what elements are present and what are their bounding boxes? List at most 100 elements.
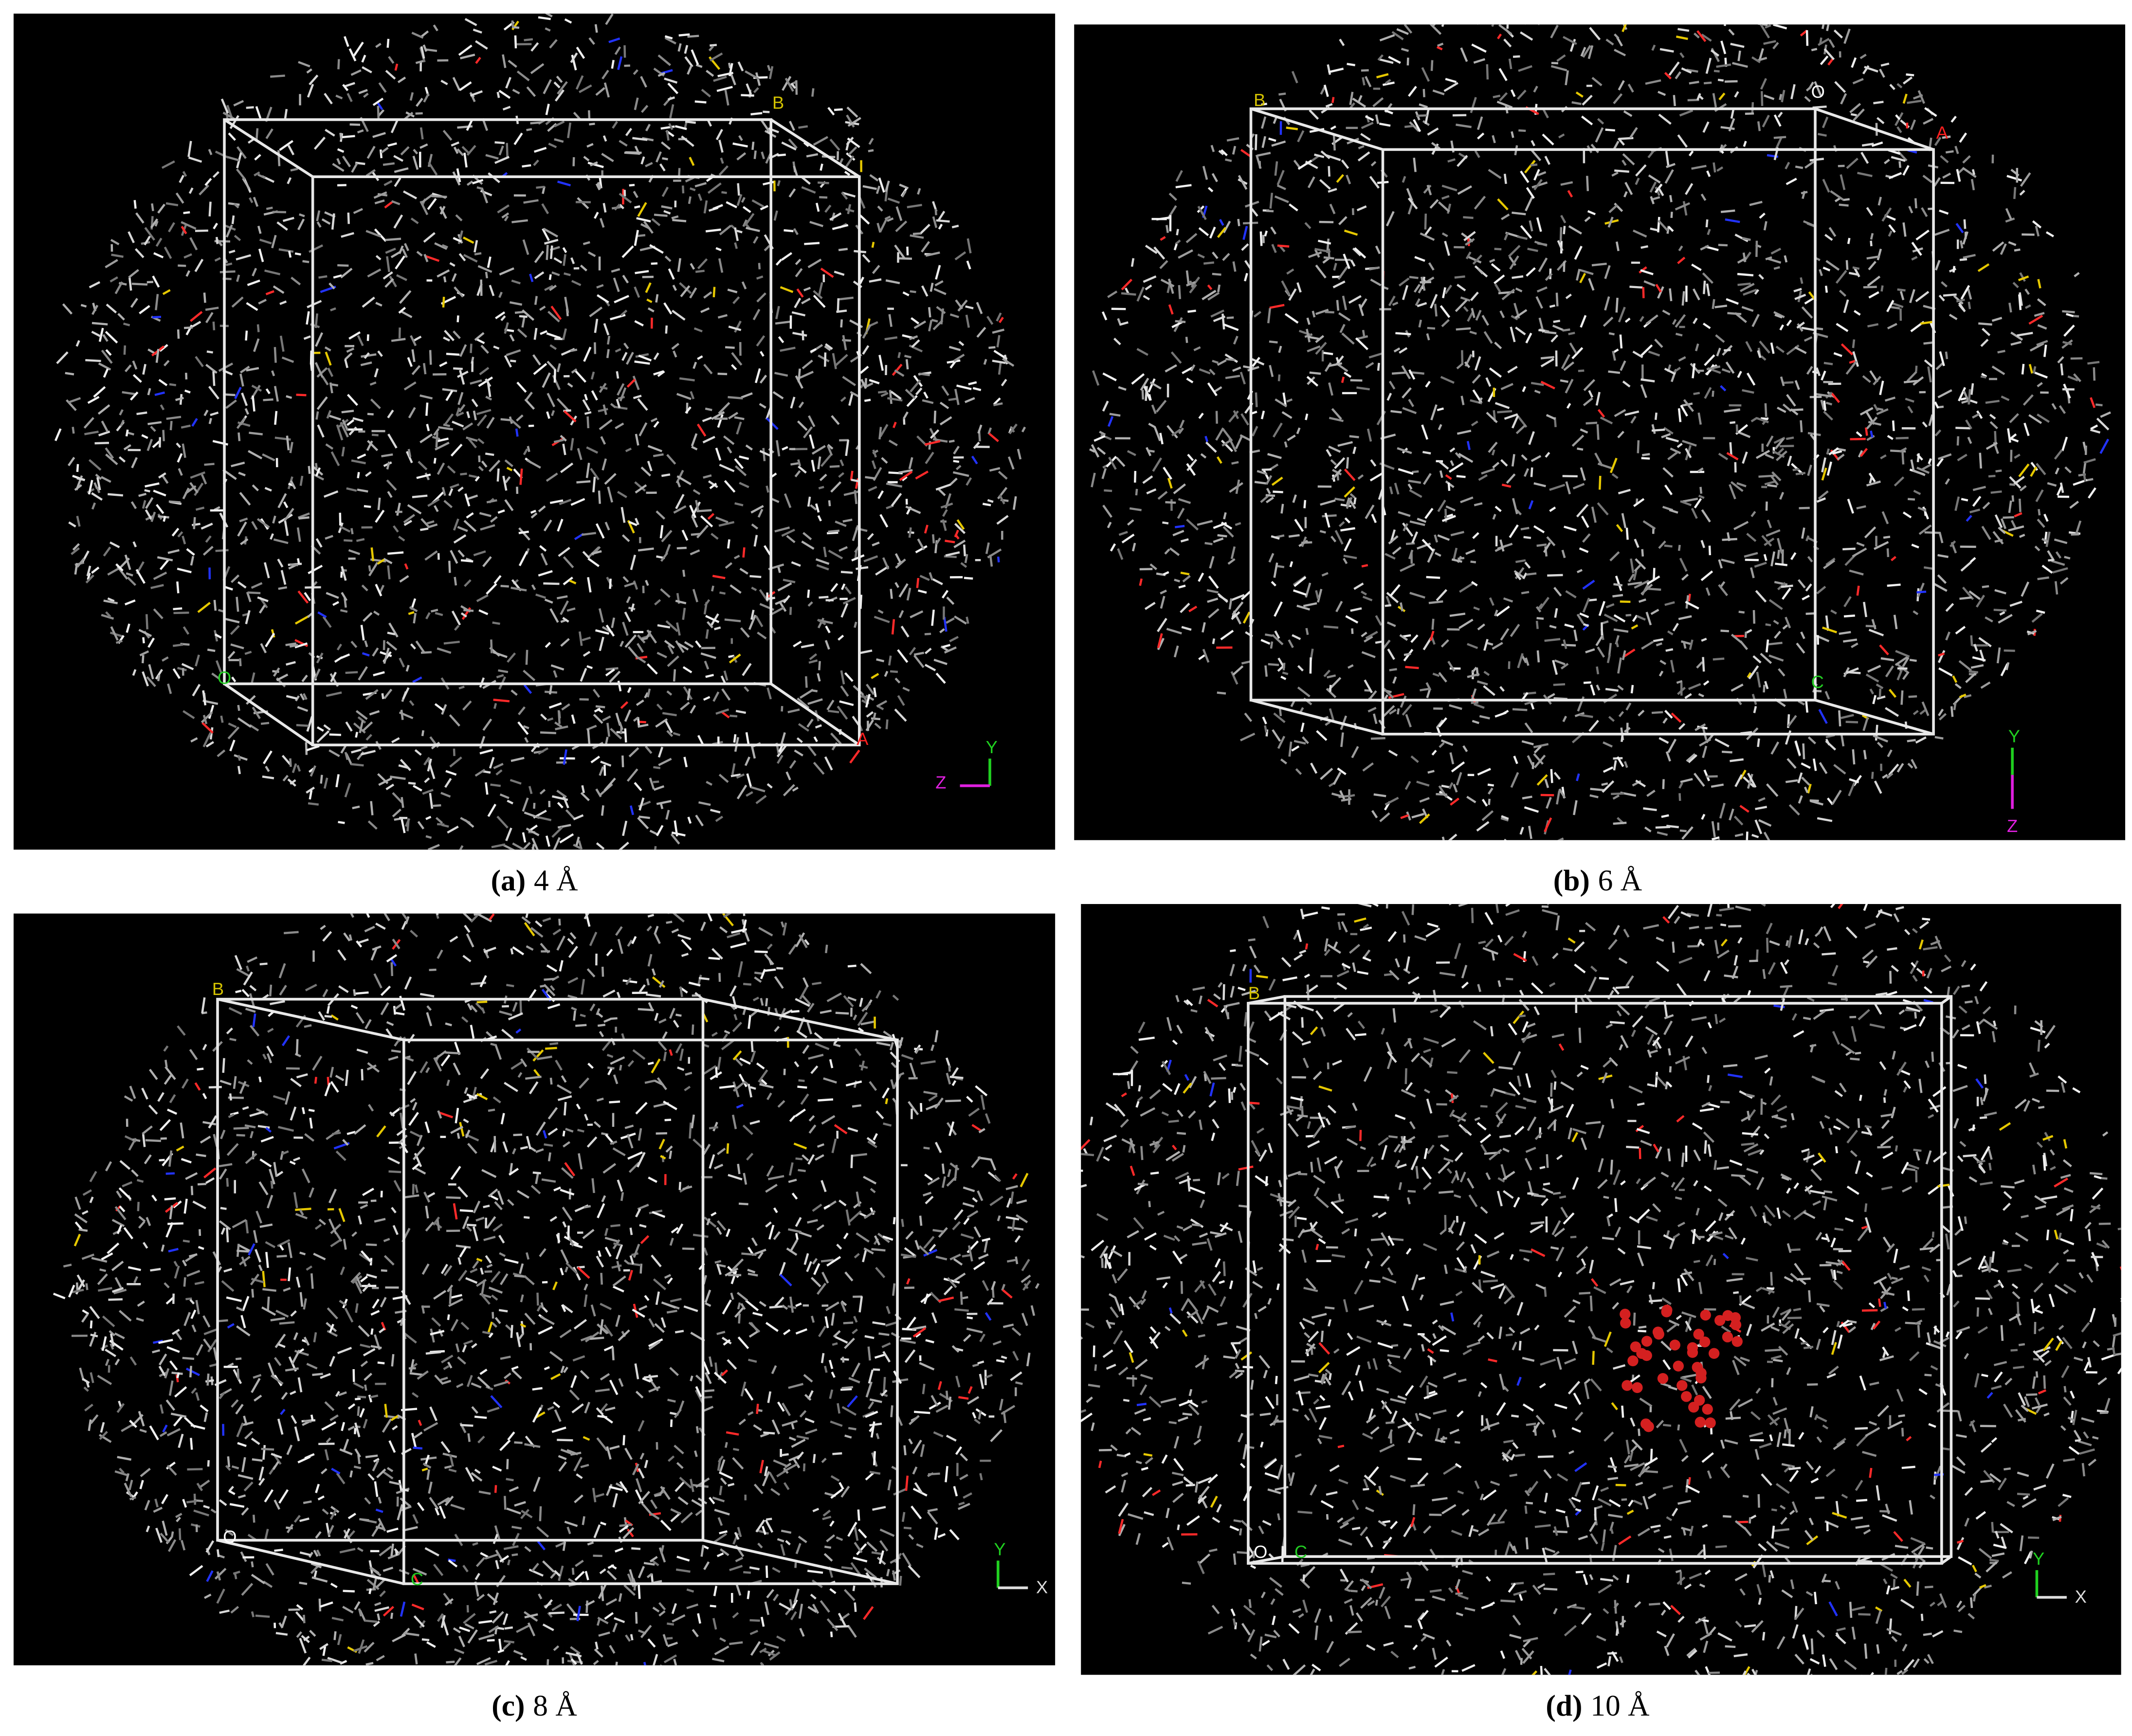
- bond: [425, 835, 432, 839]
- bond: [1614, 49, 1626, 56]
- bond: [610, 314, 626, 321]
- bond: [1501, 484, 1512, 488]
- bond: [1282, 392, 1287, 405]
- bond: [1175, 170, 1183, 182]
- bond: [1907, 739, 1916, 742]
- bond: [404, 243, 409, 252]
- bond: [1773, 619, 1779, 625]
- bond: [482, 770, 491, 774]
- bond: [383, 162, 395, 166]
- bond: [376, 102, 383, 110]
- bond: [336, 158, 341, 165]
- bond: [1346, 497, 1353, 509]
- bond: [324, 490, 339, 498]
- bond: [139, 305, 150, 314]
- bond: [1640, 378, 1655, 382]
- bond: [1927, 366, 1932, 383]
- bond: [1373, 793, 1386, 797]
- bond: [538, 570, 553, 577]
- bond: [504, 355, 512, 368]
- bond: [336, 643, 342, 651]
- bond: [339, 525, 351, 533]
- bond: [1938, 532, 1944, 543]
- bond: [301, 674, 308, 683]
- axis-label: Z: [935, 773, 946, 793]
- bond: [466, 180, 474, 186]
- bond: [233, 100, 244, 107]
- bond: [346, 347, 355, 353]
- bond: [1969, 508, 1981, 514]
- bond: [767, 65, 771, 72]
- bond: [1297, 665, 1304, 672]
- bond: [622, 576, 629, 583]
- bond: [729, 653, 741, 664]
- bond: [1441, 515, 1456, 522]
- bond: [1779, 324, 1785, 331]
- bond: [1960, 285, 1970, 300]
- bond: [1557, 240, 1564, 252]
- bond: [1362, 77, 1366, 86]
- bond: [1937, 453, 1952, 460]
- bond: [1296, 282, 1302, 293]
- bond: [1405, 714, 1412, 728]
- bond: [2090, 424, 2098, 430]
- caption-text: 4 Å: [534, 864, 578, 897]
- bond: [511, 279, 521, 285]
- bond: [1960, 561, 1972, 572]
- bond: [1226, 137, 1239, 142]
- bond: [264, 562, 270, 579]
- bond: [367, 820, 378, 830]
- bond: [1180, 571, 1190, 576]
- bond: [375, 509, 385, 523]
- bond: [1879, 380, 1884, 396]
- bond: [762, 448, 766, 461]
- bond: [707, 182, 722, 194]
- bond: [1663, 427, 1674, 435]
- bond: [1001, 379, 1007, 387]
- bond: [996, 335, 1001, 348]
- bond: [712, 691, 720, 702]
- bond: [1349, 493, 1356, 499]
- bond: [386, 461, 390, 470]
- bond: [875, 185, 881, 194]
- bond: [1139, 578, 1143, 586]
- bond: [1371, 810, 1378, 818]
- bond: [1754, 819, 1763, 834]
- bond: [1295, 768, 1302, 775]
- bond: [829, 139, 840, 151]
- bond: [1390, 410, 1402, 414]
- bond: [287, 177, 292, 184]
- bond: [429, 793, 434, 809]
- bond: [734, 458, 744, 470]
- bond: [1121, 533, 1135, 543]
- bond: [657, 54, 671, 66]
- bond: [695, 814, 704, 827]
- bond: [1991, 317, 2003, 322]
- bond: [682, 666, 692, 673]
- bond: [1874, 541, 1889, 550]
- bond: [1600, 416, 1613, 425]
- bond: [1361, 69, 1369, 72]
- bond: [118, 456, 126, 463]
- bond: [1185, 337, 1188, 343]
- bond: [496, 815, 509, 829]
- bond: [1796, 321, 1805, 329]
- bond: [818, 486, 824, 489]
- bond: [2093, 367, 2096, 381]
- bond: [1623, 850, 1628, 854]
- bond: [2054, 449, 2063, 460]
- bond: [923, 391, 929, 399]
- bond: [638, 815, 650, 819]
- bond: [1675, 314, 1686, 328]
- bond: [416, 97, 423, 107]
- bond: [479, 736, 486, 749]
- bond: [751, 142, 755, 150]
- bond: [1677, 28, 1690, 32]
- bond: [954, 251, 966, 261]
- bond: [1424, 109, 1430, 125]
- bond: [879, 514, 889, 528]
- bond: [717, 72, 734, 77]
- bond: [1565, 590, 1577, 598]
- bond: [1403, 634, 1411, 638]
- bond: [2096, 417, 2110, 431]
